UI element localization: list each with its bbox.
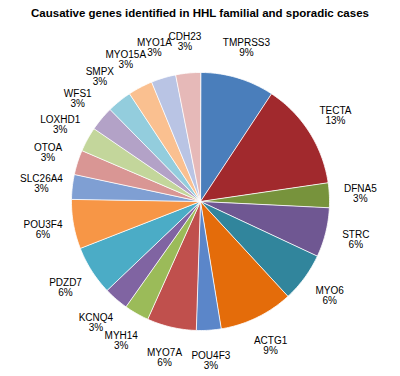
svg-text:PDZD76%: PDZD76% bbox=[49, 277, 82, 298]
svg-text:MYO1A3%: MYO1A3% bbox=[137, 37, 172, 58]
svg-text:SLC26A43%: SLC26A43% bbox=[20, 173, 63, 194]
svg-text:WFS13%: WFS13% bbox=[64, 88, 92, 109]
svg-text:MYO7A6%: MYO7A6% bbox=[147, 347, 182, 368]
svg-text:TECTA13%: TECTA13% bbox=[319, 105, 351, 126]
svg-text:LOXHD13%: LOXHD13% bbox=[40, 114, 80, 135]
svg-text:CDH233%: CDH233% bbox=[169, 31, 202, 52]
svg-text:SMPX3%: SMPX3% bbox=[86, 66, 115, 87]
svg-text:MYO66%: MYO66% bbox=[315, 285, 344, 306]
svg-text:ACTG19%: ACTG19% bbox=[254, 335, 288, 356]
svg-text:MYO15A3%: MYO15A3% bbox=[106, 49, 147, 70]
svg-text:OTOA3%: OTOA3% bbox=[34, 142, 62, 163]
svg-text:POU3F46%: POU3F46% bbox=[24, 219, 63, 240]
svg-text:DFNA53%: DFNA53% bbox=[344, 183, 377, 204]
svg-text:KCNQ43%: KCNQ43% bbox=[79, 312, 114, 333]
svg-text:POU4F33%: POU4F33% bbox=[191, 350, 230, 371]
svg-text:STRC6%: STRC6% bbox=[342, 229, 369, 250]
html-text:Causative genes identified in: Causative genes identified in HHL famili… bbox=[31, 7, 369, 19]
svg-text:TMPRSS39%: TMPRSS39% bbox=[223, 37, 271, 58]
svg-text:MYH143%: MYH143% bbox=[105, 330, 139, 351]
